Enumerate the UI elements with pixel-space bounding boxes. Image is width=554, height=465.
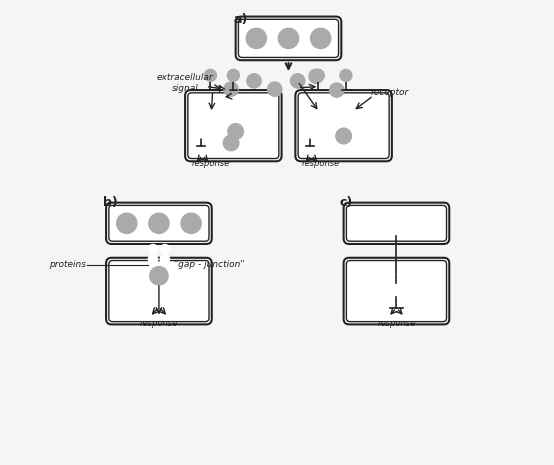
Text: b): b) [104,196,118,209]
Circle shape [336,128,351,144]
Text: response: response [377,319,416,328]
Circle shape [224,82,238,96]
Text: a): a) [233,13,248,26]
Circle shape [150,266,168,285]
Circle shape [227,69,239,81]
Circle shape [268,82,282,96]
FancyBboxPatch shape [235,17,341,60]
FancyBboxPatch shape [346,206,447,241]
Circle shape [160,245,170,253]
Circle shape [149,213,169,233]
Text: response: response [191,159,229,168]
Circle shape [228,124,243,139]
FancyBboxPatch shape [238,20,338,58]
FancyBboxPatch shape [109,260,209,322]
Circle shape [148,265,157,274]
Circle shape [247,74,261,88]
Text: c): c) [339,196,352,209]
FancyBboxPatch shape [109,206,209,241]
Circle shape [160,265,170,274]
FancyBboxPatch shape [298,93,389,159]
Text: receptor: receptor [371,88,409,97]
Circle shape [160,254,170,264]
Circle shape [330,83,344,97]
Circle shape [290,74,305,88]
Circle shape [304,125,316,138]
Circle shape [195,125,208,138]
Circle shape [340,69,352,81]
Text: response: response [140,319,178,328]
Text: proteins: proteins [49,260,86,269]
FancyBboxPatch shape [188,93,279,159]
Circle shape [246,28,266,48]
Circle shape [311,28,331,48]
Circle shape [309,69,323,83]
Circle shape [223,135,239,151]
FancyBboxPatch shape [343,203,449,244]
Circle shape [312,69,324,81]
FancyBboxPatch shape [106,203,212,244]
FancyBboxPatch shape [346,260,447,322]
Circle shape [181,213,201,233]
Circle shape [148,245,157,253]
Circle shape [390,278,403,291]
Text: response: response [301,159,340,168]
Text: "gap - junction": "gap - junction" [173,260,244,269]
Circle shape [148,254,157,264]
FancyBboxPatch shape [343,258,449,325]
FancyBboxPatch shape [295,90,392,161]
Circle shape [117,213,137,233]
Circle shape [386,275,408,297]
Circle shape [204,69,217,81]
FancyBboxPatch shape [106,258,212,325]
Text: extracellular
signal: extracellular signal [157,73,213,93]
FancyBboxPatch shape [185,90,281,161]
Circle shape [278,28,299,48]
Circle shape [383,211,409,236]
